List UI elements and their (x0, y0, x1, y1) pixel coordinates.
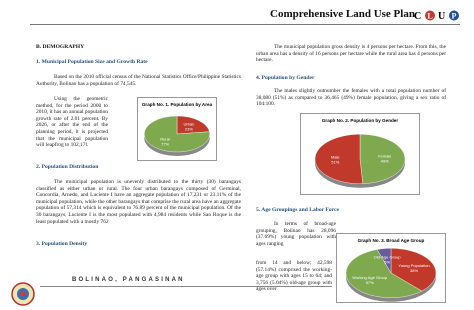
chart: Graph No. 2. Population by Gender Female 4… (300, 113, 420, 195)
slice-label: Rural (160, 136, 170, 141)
slice-label: Female (378, 154, 392, 159)
slice-value-label: 49% (381, 159, 389, 164)
paragraph: The municipal population is unevenly dis… (36, 179, 241, 225)
pie-chart: Graph No. 3. Broad Age Group Young Popula… (345, 238, 437, 302)
logo-letter: C (414, 11, 421, 22)
pie-slice (390, 248, 437, 292)
header-title: Comprehensive Land Use Plan (270, 8, 415, 20)
slice-value-label: 51% (331, 159, 339, 164)
pie-slice (144, 115, 210, 153)
chart: Graph No. 1. Population by Area Urban 23% R… (137, 97, 217, 161)
paragraph: In terms of broad-age grouping, Bolinao … (256, 221, 336, 247)
heading: 4. Population by Gender (256, 75, 315, 81)
slice-value-label: 38% (410, 268, 418, 273)
pie-slice (176, 115, 210, 135)
logo-circle (449, 10, 459, 21)
pie-slice (314, 134, 364, 184)
logo-letter: P (452, 12, 457, 21)
chart: Graph No. 3. Broad Age Group Young Popula… (336, 233, 446, 303)
pie-chart: Graph No. 2. Population by Gender Female4… (314, 118, 406, 188)
slice-value-label: 57% (366, 280, 374, 285)
slice-value-label: 77% (161, 141, 169, 146)
pie-slice (376, 248, 392, 274)
footer-rule (40, 286, 332, 287)
logo-circle (425, 10, 435, 21)
chart-title: Graph No. 1. Population by Area (142, 102, 213, 107)
paragraph: The municipal population gross density i… (256, 44, 446, 64)
slice-label: Old-Age Group (374, 255, 402, 260)
heading: 2. Population Distribution (36, 164, 99, 170)
slice-value-label: 5% (384, 260, 390, 265)
paragraph: from 14 and below; 42,598 (57.14%) compr… (256, 260, 332, 293)
slice-label: Urban (183, 122, 194, 127)
pie-slice (359, 134, 406, 184)
seal (11, 282, 35, 306)
header-rule (30, 24, 460, 25)
pie-slice (345, 249, 423, 298)
paragraph: The males slightly outnumber the females… (256, 88, 446, 108)
slice-label: Male (331, 154, 340, 159)
slice-label: Working Age Group (352, 275, 388, 280)
chart-title: Graph No. 3. Broad Age Group (358, 238, 425, 243)
footer-place: BOLINAO, PANGASINAN (72, 277, 185, 283)
logo-letter: U (438, 11, 445, 22)
section-title: B. DEMOGRAPHY (36, 44, 85, 50)
paragraph: Using the geometric method, for the peri… (36, 96, 108, 149)
paragraph: Based on the 2010 official census of the… (36, 74, 241, 87)
logo-letter: L (427, 12, 432, 21)
chart-title: Graph No. 2. Population by Gender (322, 118, 399, 123)
heading: 1. Municipal Population Size and Growth … (36, 59, 148, 65)
logo: C L U P (414, 10, 459, 22)
heading: 5. Age Groupings and Labor Force (256, 207, 339, 213)
heading: 3. Population Density (36, 241, 88, 247)
slice-label: Young Population (398, 263, 429, 268)
slice-value-label: 23% (185, 127, 193, 132)
